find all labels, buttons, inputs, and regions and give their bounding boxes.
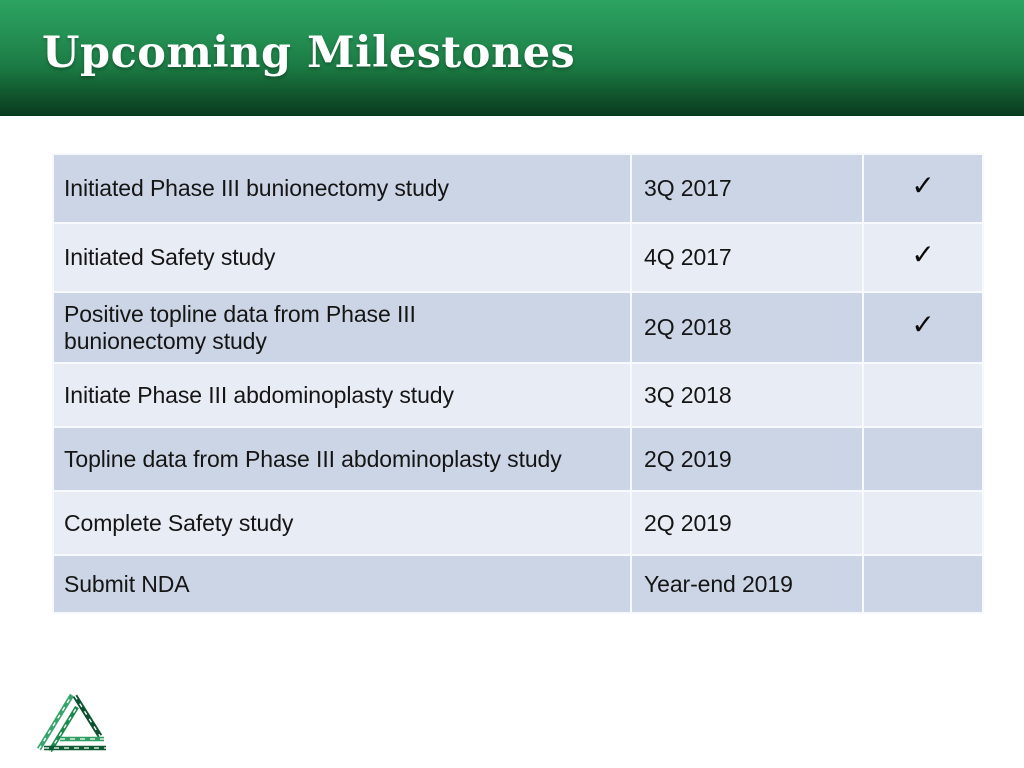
milestone-cell: Initiate Phase III abdominoplasty study xyxy=(52,362,632,428)
milestones-table: Initiated Phase III bunionectomy study 3… xyxy=(52,153,984,614)
table-row: Initiate Phase III abdominoplasty study … xyxy=(52,362,984,428)
table-row: Topline data from Phase III abdominoplas… xyxy=(52,426,984,492)
milestones-table-body: Initiated Phase III bunionectomy study 3… xyxy=(52,153,984,614)
date-cell: 2Q 2019 xyxy=(630,426,864,492)
date-cell: 3Q 2018 xyxy=(630,362,864,428)
milestone-cell: Topline data from Phase III abdominoplas… xyxy=(52,426,632,492)
date-cell: 4Q 2017 xyxy=(630,222,864,293)
status-cell: ✓ xyxy=(862,222,984,293)
checkmark-icon: ✓ xyxy=(911,170,935,201)
table-row: Initiated Safety study 4Q 2017 ✓ xyxy=(52,222,984,293)
triangle-logo xyxy=(37,693,106,753)
slide-title: Upcoming Milestones xyxy=(42,28,576,78)
date-cell: 3Q 2017 xyxy=(630,153,864,224)
status-cell: ✓ xyxy=(862,291,984,364)
checkmark-icon: ✓ xyxy=(911,239,935,270)
date-cell: 2Q 2019 xyxy=(630,490,864,556)
status-cell xyxy=(862,554,984,614)
table-row: Submit NDA Year-end 2019 xyxy=(52,554,984,614)
table-row: Complete Safety study 2Q 2019 xyxy=(52,490,984,556)
date-cell: Year-end 2019 xyxy=(630,554,864,614)
date-cell: 2Q 2018 xyxy=(630,291,864,364)
milestone-cell: Complete Safety study xyxy=(52,490,632,556)
status-cell xyxy=(862,490,984,556)
status-cell: ✓ xyxy=(862,153,984,224)
title-banner: Upcoming Milestones xyxy=(0,0,1024,116)
milestone-cell: Initiated Phase III bunionectomy study xyxy=(52,153,632,224)
milestone-cell: Positive topline data from Phase III bun… xyxy=(52,291,632,364)
status-cell xyxy=(862,426,984,492)
table-row: Positive topline data from Phase III bun… xyxy=(52,291,984,364)
status-cell xyxy=(862,362,984,428)
table-row: Initiated Phase III bunionectomy study 3… xyxy=(52,153,984,224)
milestone-cell: Initiated Safety study xyxy=(52,222,632,293)
checkmark-icon: ✓ xyxy=(911,309,935,340)
milestone-cell: Submit NDA xyxy=(52,554,632,614)
